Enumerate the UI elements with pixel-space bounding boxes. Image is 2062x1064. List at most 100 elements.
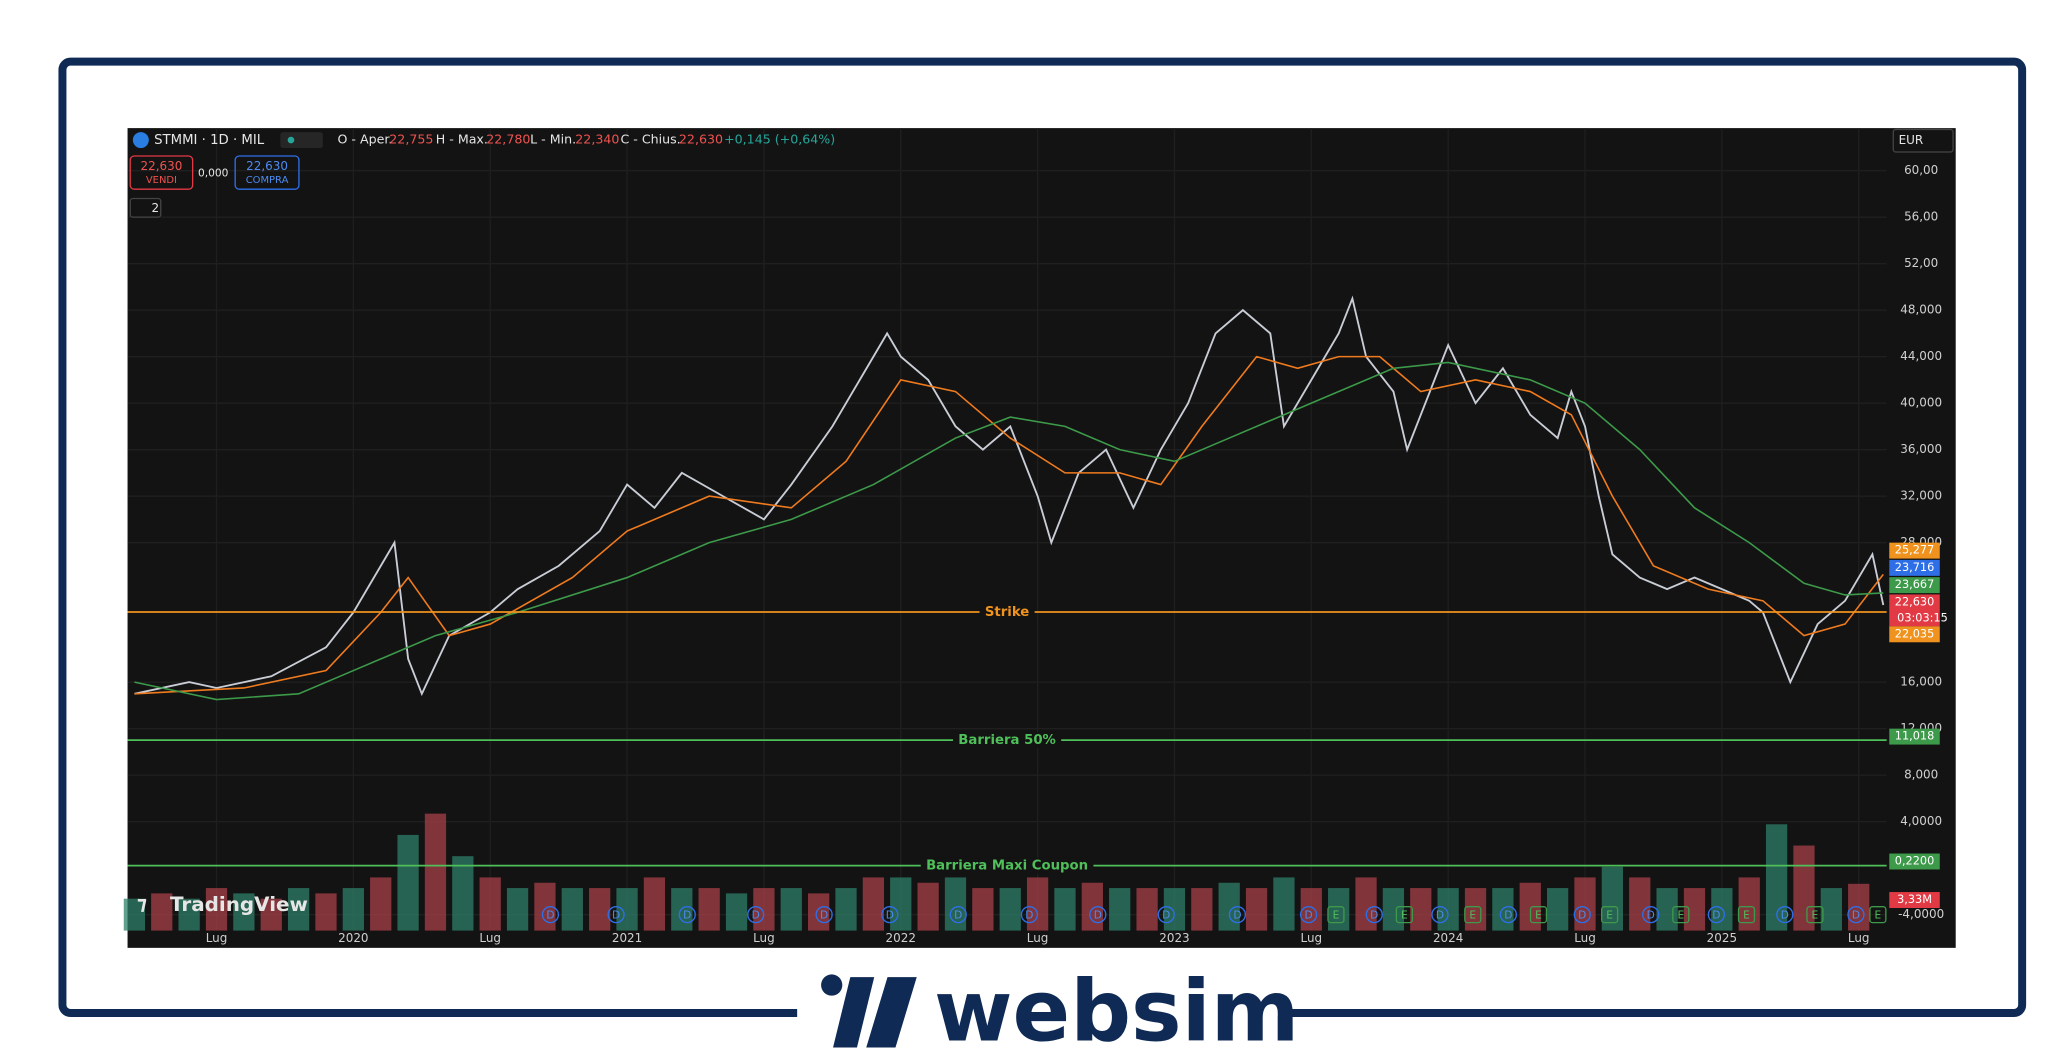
symbol: STMMI · 1D · MIL bbox=[154, 133, 265, 148]
price-badge bbox=[1889, 626, 1940, 643]
y-tick-label: 8,000 bbox=[1904, 768, 1938, 782]
volume-bar bbox=[315, 893, 337, 931]
close: 22,630 bbox=[679, 132, 723, 147]
symbol-icon bbox=[132, 132, 149, 149]
change: +0,145 (+0,64%) bbox=[724, 132, 835, 147]
volume-bar bbox=[287, 888, 310, 931]
high-label: H - Max. bbox=[436, 132, 488, 147]
event-marker bbox=[1499, 906, 1518, 924]
price-badge-label: 23,667 bbox=[1895, 578, 1934, 591]
volume-bar bbox=[1245, 888, 1268, 931]
volume-bar bbox=[424, 813, 447, 931]
price-badge bbox=[1889, 892, 1940, 908]
event-label: D bbox=[1233, 908, 1241, 921]
price-badge-label: 3,33M bbox=[1897, 893, 1932, 906]
price-badge-label: 11,018 bbox=[1895, 730, 1934, 743]
y-tick-label: 56,00 bbox=[1904, 210, 1938, 224]
level-label: Barriera Maxi Coupon bbox=[926, 859, 1088, 874]
event-marker bbox=[1365, 906, 1383, 924]
volume-bar bbox=[1629, 877, 1651, 931]
price-badge bbox=[1889, 728, 1940, 745]
event-label: D bbox=[1852, 908, 1860, 921]
y-tick-label: 48,000 bbox=[1900, 303, 1942, 317]
event-marker bbox=[747, 906, 765, 924]
event-label: E bbox=[1401, 908, 1408, 921]
event-marker bbox=[1806, 906, 1824, 924]
volume-bar bbox=[1382, 888, 1405, 931]
event-marker bbox=[1672, 906, 1690, 924]
volume-bar bbox=[835, 888, 857, 931]
x-tick-label: 2023 bbox=[1159, 931, 1189, 945]
y-tick-label: 32,000 bbox=[1900, 489, 1942, 503]
event-marker bbox=[881, 906, 899, 924]
x-tick-label: 2021 bbox=[612, 931, 642, 945]
volume-bar bbox=[972, 888, 994, 931]
x-tick-label: Lug bbox=[1301, 931, 1323, 945]
buy-label: COMPRA bbox=[246, 175, 289, 186]
series-line bbox=[134, 361, 1884, 701]
y-tick-label: 44,000 bbox=[1900, 349, 1942, 363]
event-marker bbox=[1157, 906, 1175, 924]
x-tick-label: 2024 bbox=[1433, 931, 1463, 945]
event-label: E bbox=[1677, 908, 1684, 921]
volume-bar bbox=[1163, 888, 1186, 931]
level-label: Strike bbox=[985, 605, 1029, 620]
volume-bar bbox=[1300, 888, 1322, 931]
buy-price: 22,630 bbox=[246, 159, 288, 173]
event-marker bbox=[1431, 906, 1449, 924]
currency-btn[interactable] bbox=[1892, 128, 1954, 153]
event-marker bbox=[1464, 906, 1482, 924]
volume-bar bbox=[589, 888, 611, 931]
x-tick-label: Lug bbox=[206, 931, 228, 945]
volume-bar bbox=[1656, 888, 1678, 931]
event-label: E bbox=[1606, 908, 1613, 921]
volume-bar bbox=[890, 877, 912, 931]
event-marker bbox=[1299, 906, 1318, 924]
event-marker bbox=[1869, 906, 1887, 924]
event-marker bbox=[541, 906, 560, 924]
level-label-bg bbox=[952, 732, 1062, 749]
volume-bar bbox=[1793, 845, 1815, 931]
price-badge-label: 23,716 bbox=[1895, 561, 1934, 574]
indicators-btn[interactable] bbox=[129, 197, 162, 218]
price-badge-label: 25,277 bbox=[1895, 544, 1934, 557]
event-marker bbox=[1642, 906, 1660, 924]
buy-btn[interactable] bbox=[234, 155, 300, 190]
event-marker bbox=[1847, 906, 1865, 924]
event-label: D bbox=[886, 908, 894, 921]
x-tick-label: Lug bbox=[1848, 931, 1870, 945]
volume-bar bbox=[1218, 882, 1240, 931]
volume-bar bbox=[1519, 882, 1541, 931]
event-marker bbox=[949, 906, 967, 924]
price-badge bbox=[1889, 559, 1940, 576]
price-badge-label: 22,035 bbox=[1895, 627, 1934, 640]
event-marker bbox=[607, 906, 625, 924]
volume-bar bbox=[1081, 882, 1103, 931]
y-tick-label: 60,00 bbox=[1904, 163, 1938, 177]
price-badge bbox=[1889, 577, 1940, 594]
volume-bar bbox=[205, 888, 228, 931]
volume-bar bbox=[1355, 877, 1377, 931]
event-marker bbox=[1529, 906, 1548, 924]
event-label: E bbox=[1535, 908, 1542, 921]
volume-bar bbox=[1191, 888, 1213, 931]
event-marker bbox=[678, 906, 696, 924]
volume-bar bbox=[178, 898, 200, 931]
x-tick-label: 2020 bbox=[338, 931, 368, 945]
close-label: C - Chius. bbox=[620, 132, 680, 147]
price-badge-label: 22,630 bbox=[1895, 595, 1934, 608]
volume-bar bbox=[725, 893, 748, 931]
sell-label: VENDI bbox=[146, 175, 177, 186]
sell-btn[interactable] bbox=[129, 155, 194, 190]
event-label: D bbox=[683, 908, 691, 921]
watermark-icon: ⁊ bbox=[137, 892, 147, 915]
x-tick-label: Lug bbox=[753, 931, 775, 945]
event-label: D bbox=[1436, 908, 1444, 921]
event-marker bbox=[1395, 906, 1413, 924]
volume-bar bbox=[1109, 888, 1131, 931]
event-label: D bbox=[1162, 908, 1170, 921]
status-dot bbox=[287, 136, 295, 144]
price-timer: 03:03:15 bbox=[1897, 611, 1948, 624]
volume-bar bbox=[534, 882, 556, 931]
